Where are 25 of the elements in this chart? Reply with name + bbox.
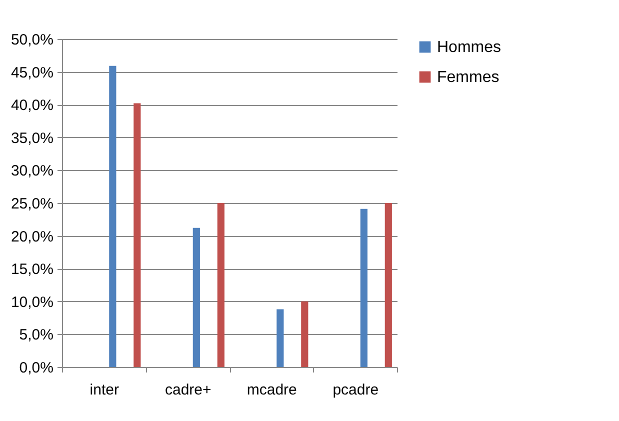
legend-label: Hommes xyxy=(437,39,502,56)
y-tick-label: 40,0% xyxy=(10,97,54,114)
y-tick-label: 50,0% xyxy=(10,32,54,48)
bar xyxy=(360,208,368,367)
y-tick-label: 25,0% xyxy=(10,196,54,212)
bar xyxy=(384,203,392,367)
y-tick-label: 0,0% xyxy=(19,360,54,376)
y-tick-label: 15,0% xyxy=(10,261,54,278)
bar xyxy=(301,301,308,367)
y-tick-label: 5,0% xyxy=(19,326,54,344)
x-tick-label: inter xyxy=(90,382,119,398)
x-tick-label: mcadre xyxy=(246,382,297,398)
bar xyxy=(192,228,200,367)
x-tick-label: pcadre xyxy=(332,382,379,398)
bar xyxy=(276,309,284,367)
bar xyxy=(134,103,141,367)
y-tick-label: 30,0% xyxy=(10,162,54,180)
y-tick-label: 35,0% xyxy=(10,130,54,147)
x-tick-label: cadre+ xyxy=(164,382,212,398)
bar xyxy=(217,203,224,367)
y-tick-label: 45,0% xyxy=(10,64,54,82)
legend-label: Femmes xyxy=(437,69,500,86)
y-tick-label: 10,0% xyxy=(10,294,54,311)
y-tick-label: 20,0% xyxy=(10,228,54,246)
bar xyxy=(109,66,116,367)
